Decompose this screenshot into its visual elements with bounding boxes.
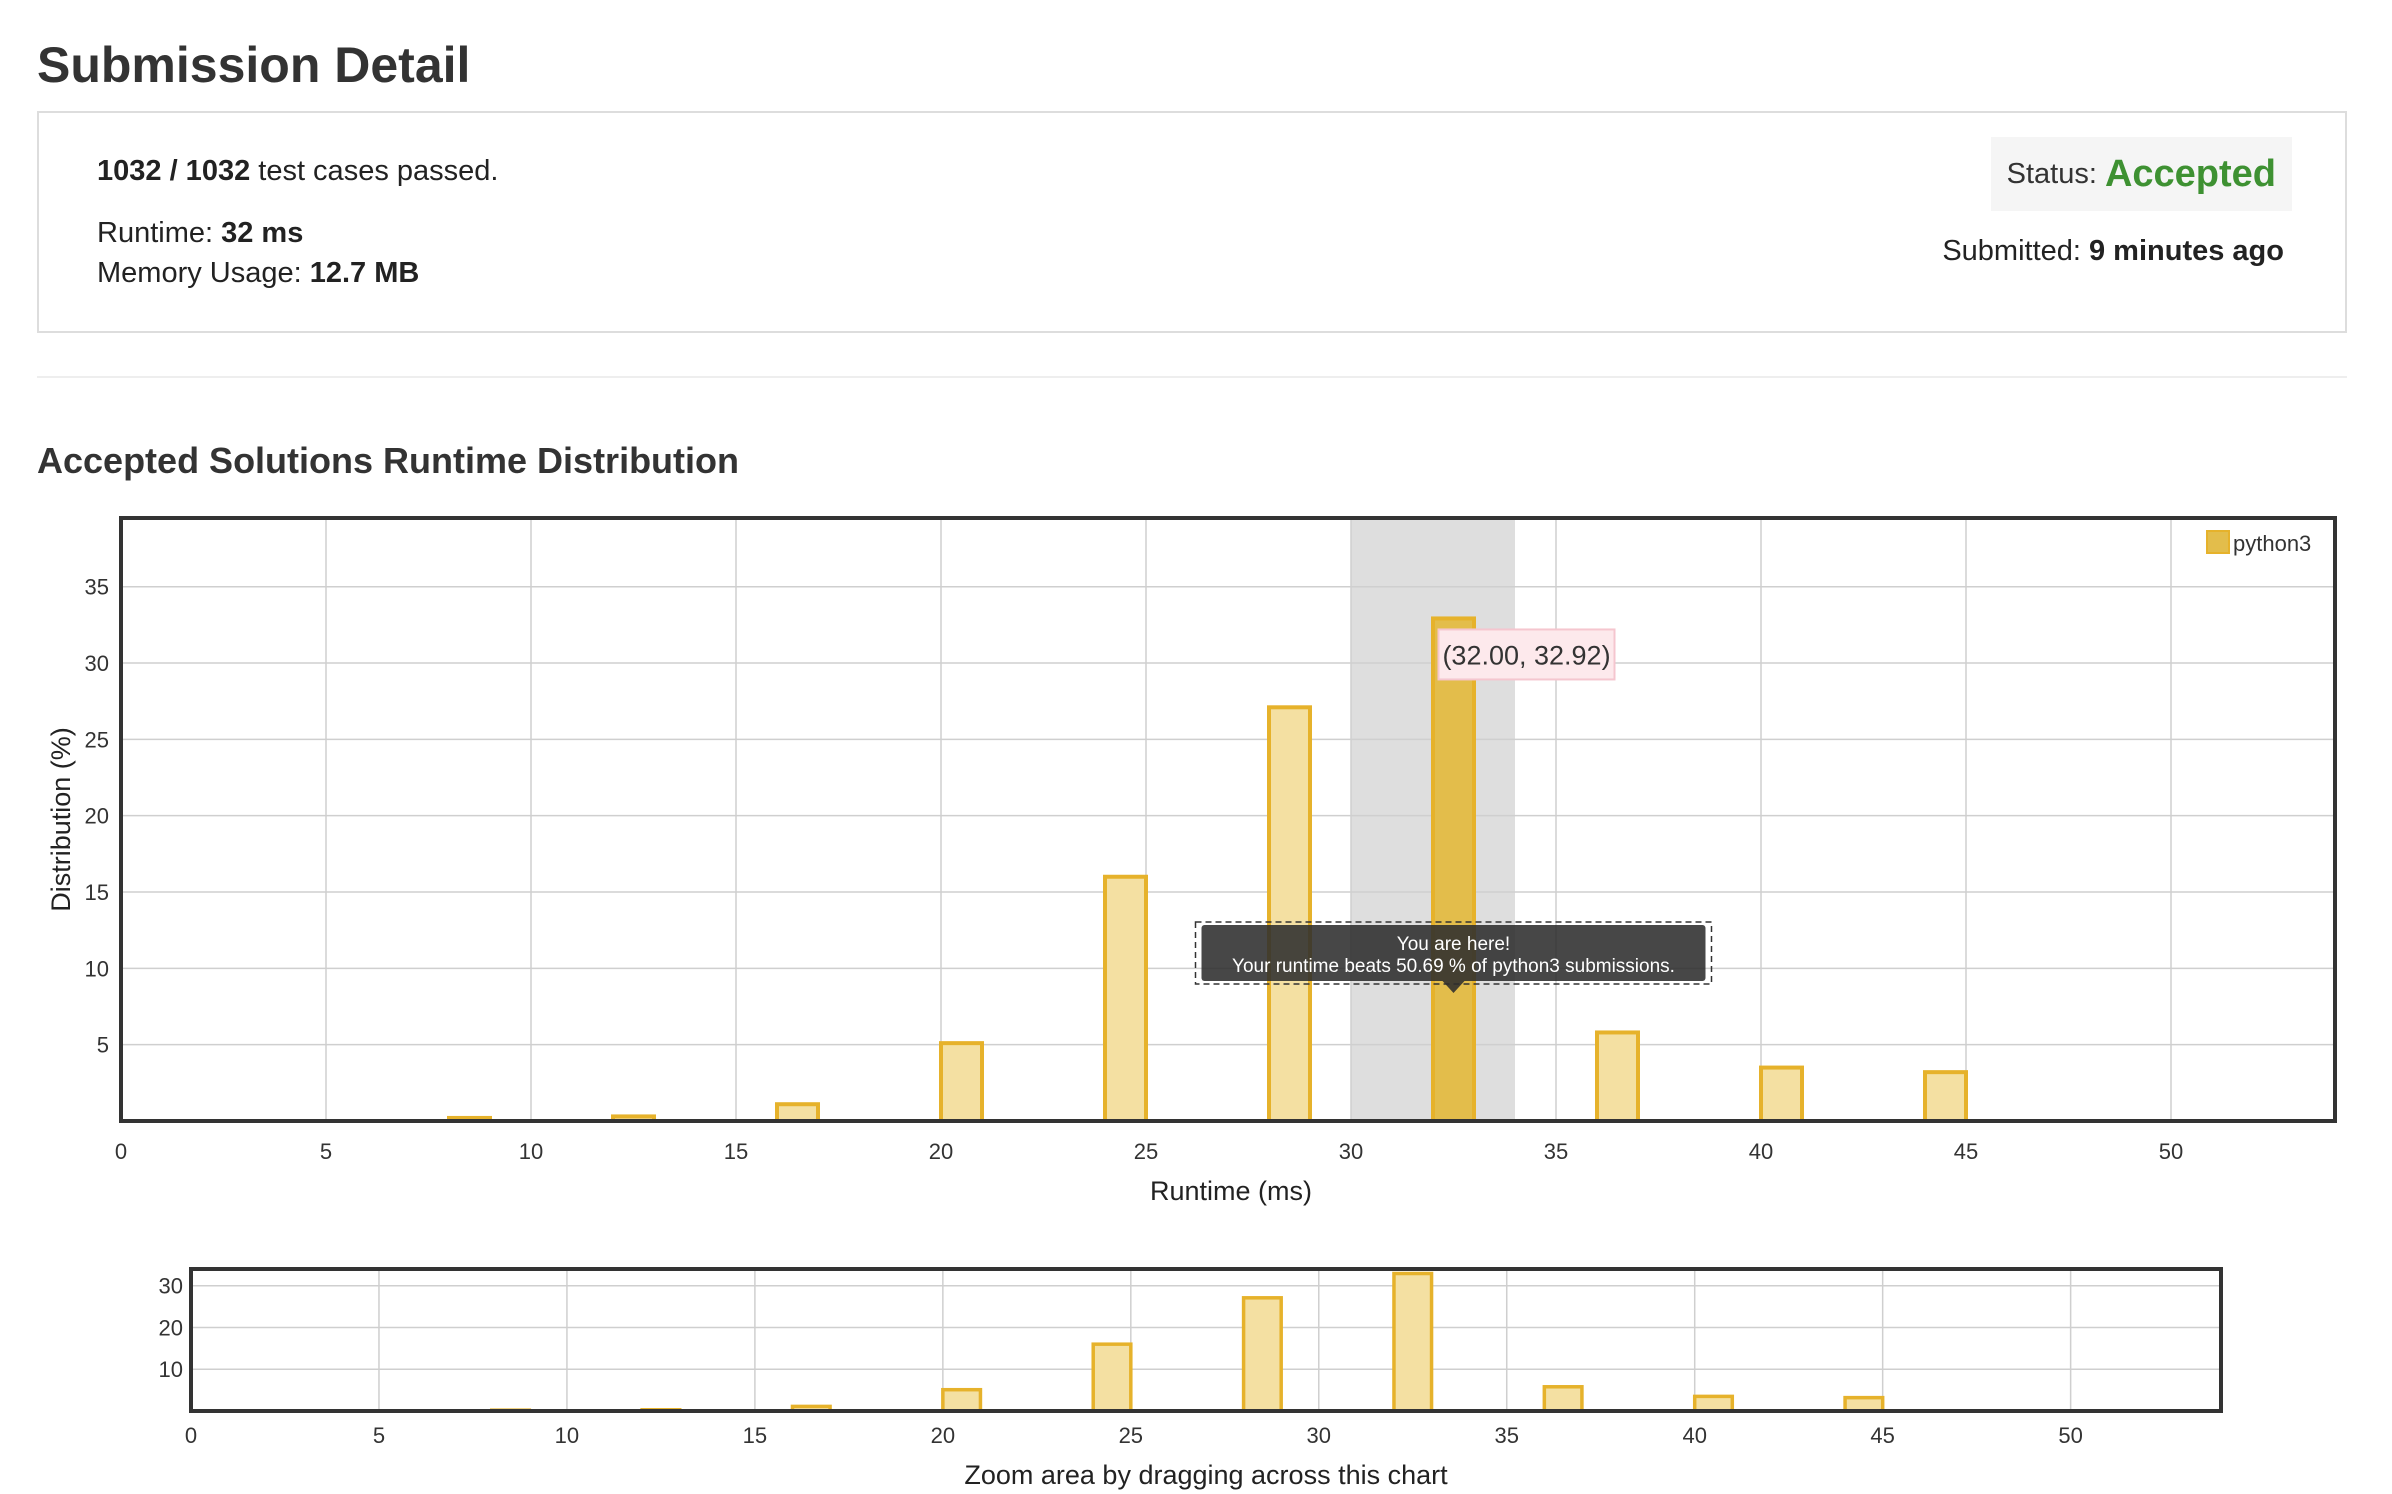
nav-plot-area	[191, 1269, 2221, 1411]
nav-y-tick-label: 10	[159, 1357, 183, 1382]
plot-frame	[119, 516, 2337, 1123]
runtime-label: Runtime:	[97, 217, 222, 249]
nav-x-tick-label: 0	[185, 1423, 197, 1448]
nav-x-tick-label: 30	[1307, 1423, 1331, 1448]
section-title: Accepted Solutions Runtime Distribution	[37, 440, 740, 481]
legend-swatch	[2206, 530, 2230, 554]
x-tick-label: 15	[724, 1139, 748, 1164]
y-tick-label: 35	[85, 575, 109, 600]
legend-label: python3	[2233, 531, 2311, 556]
nav-x-tick-label: 10	[555, 1423, 579, 1448]
nav-x-tick-label: 15	[743, 1423, 767, 1448]
nav-chart-bar	[1692, 1394, 1735, 1413]
nav-chart-bar	[1241, 1296, 1283, 1413]
x-tick-label: 0	[115, 1139, 127, 1164]
memory-line: Memory Usage: 12.7 MB	[97, 257, 419, 290]
x-axis-label: Runtime (ms)	[1150, 1176, 1312, 1206]
status-value[interactable]: Accepted	[2104, 152, 2276, 195]
x-tick-label: 35	[1544, 1139, 1568, 1164]
x-tick-label: 50	[2159, 1139, 2183, 1164]
nav-chart-bar	[941, 1387, 983, 1413]
hover-label-box	[1437, 628, 1616, 681]
divider	[37, 376, 2347, 378]
memory-label: Memory Usage:	[97, 257, 310, 289]
runtime-value: 32 ms	[221, 217, 304, 249]
x-tick-label: 25	[1134, 1139, 1158, 1164]
nav-chart-bar	[1091, 1342, 1133, 1413]
submitted-line: Submitted: 9 minutes ago	[1942, 235, 2284, 268]
y-tick-label: 30	[85, 651, 109, 676]
nav-x-tick-label: 45	[1870, 1423, 1894, 1448]
y-tick-label: 10	[85, 956, 109, 981]
test-cases-suffix: test cases passed.	[250, 155, 499, 187]
y-tick-label: 5	[97, 1033, 109, 1058]
tooltip-line-2: Your runtime beats 50.69 % of python3 su…	[1232, 956, 1675, 977]
memory-value: 12.7 MB	[309, 257, 420, 289]
x-tick-label: 45	[1954, 1139, 1978, 1164]
chart-legend[interactable]: python3	[2206, 530, 2311, 556]
submission-summary-panel: 1032 / 1032 test cases passed. Runtime: …	[37, 111, 2347, 333]
nav-chart-bar	[1542, 1385, 1584, 1413]
x-tick-label: 10	[519, 1139, 543, 1164]
runtime-line: Runtime: 32 ms	[97, 217, 303, 250]
x-tick-label: 40	[1749, 1139, 1773, 1164]
status-label: Status:	[2006, 157, 2097, 190]
x-tick-label: 20	[929, 1139, 953, 1164]
y-axis-label: Distribution (%)	[46, 727, 76, 912]
nav-plot-frame	[189, 1267, 2223, 1413]
nav-x-tick-label: 35	[1494, 1423, 1518, 1448]
tooltip-pointer	[1442, 981, 1465, 993]
nav-chart-bar	[1392, 1271, 1434, 1413]
chart-bar[interactable]	[939, 1041, 984, 1123]
y-tick-label: 20	[85, 804, 109, 829]
nav-y-tick-label: 30	[159, 1274, 183, 1299]
test-cases-line: 1032 / 1032 test cases passed.	[97, 155, 498, 188]
tooltip-box	[1201, 925, 1706, 981]
runtime-distribution-chart[interactable]: 0 5 10 15 20 25 30 35 40 45 50 5 10 15 20 25 30 35 Runtime…	[0, 0, 2392, 1220]
nav-y-tick-label: 20	[159, 1315, 183, 1340]
nav-chart-bar	[1843, 1395, 1885, 1413]
nav-x-tick-label: 5	[373, 1423, 385, 1448]
tooltip-line-1: You are here!	[1397, 934, 1510, 955]
y-tick-label: 15	[85, 880, 109, 905]
nav-x-tick-label: 40	[1682, 1423, 1706, 1448]
status-badge: Status: Accepted	[1990, 137, 2292, 211]
x-tick-label: 5	[320, 1139, 332, 1164]
submitted-value: 9 minutes ago	[2089, 235, 2284, 267]
nav-x-tick-label: 50	[2058, 1423, 2082, 1448]
nav-x-tick-label: 25	[1119, 1423, 1143, 1448]
chart-bar[interactable]	[1759, 1065, 1804, 1123]
hover-label: (32.00, 32.92)	[1442, 640, 1610, 670]
page-title: Submission Detail	[37, 37, 471, 93]
submitted-label: Submitted:	[1942, 235, 2089, 267]
y-tick-label: 25	[85, 727, 109, 752]
test-cases-count: 1032 / 1032	[97, 155, 251, 187]
runtime-tooltip: You are here!Your runtime beats 50.69 % …	[1194, 921, 1713, 993]
nav-x-axis-label: Zoom area by dragging across this chart	[964, 1460, 1448, 1490]
x-tick-label: 30	[1339, 1139, 1363, 1164]
chart-bar[interactable]	[1103, 874, 1148, 1123]
chart-bar[interactable]	[1595, 1030, 1640, 1124]
nav-x-tick-label: 20	[931, 1423, 955, 1448]
